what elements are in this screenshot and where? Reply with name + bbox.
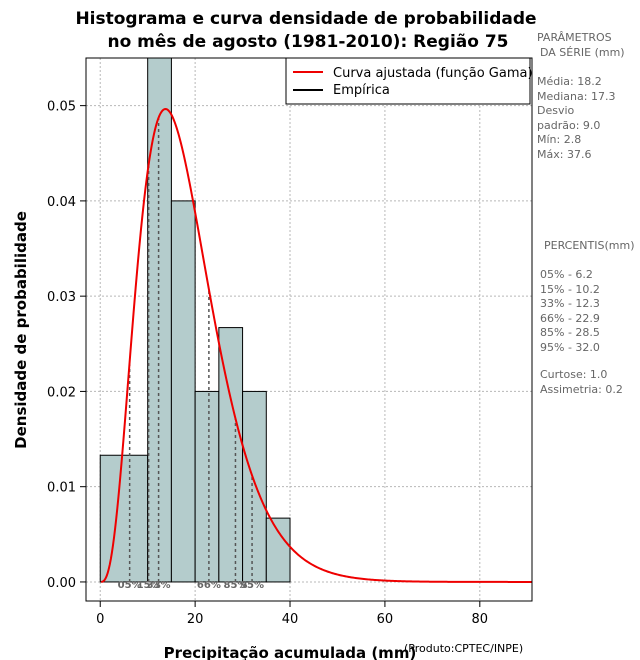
x-tick-label: 80 <box>472 612 489 627</box>
histogram-bar <box>147 58 172 583</box>
param-item: Desvio <box>537 104 575 117</box>
histogram-bar <box>218 327 244 583</box>
side-panel: PARÂMETROS DA SÉRIE (mm) Média: 18.2 Med… <box>537 31 635 396</box>
y-axis-label: Densidade de probabilidade <box>12 211 30 449</box>
gamma-curve <box>101 108 532 583</box>
gamma-curve-layer <box>101 108 532 583</box>
histogram-bar <box>242 390 267 583</box>
histogram-bar <box>265 517 291 583</box>
legend-label-empirical: Empírica <box>333 83 390 98</box>
percentile-label: 05% <box>118 580 142 591</box>
y-tick-label: 0.01 <box>47 481 76 496</box>
legend-label-curve: Curva ajustada (função Gama) <box>333 66 533 81</box>
param-item: Máx: 37.6 <box>537 148 591 161</box>
y-tick-label: 0.02 <box>47 385 76 400</box>
x-tick-label: 60 <box>377 612 394 627</box>
percentil-item: 85% - 28.5 <box>540 326 600 339</box>
x-axis-label: Precipitação acumulada (mm) <box>164 644 417 660</box>
y-tick-label: 0.03 <box>47 290 76 305</box>
percentil-item: 15% - 10.2 <box>540 283 600 296</box>
stat-item: Curtose: 1.0 <box>540 368 607 381</box>
x-tick-label: 20 <box>187 612 204 627</box>
percentile-label: 95% <box>240 580 264 591</box>
percentil-item: 05% - 6.2 <box>540 268 593 281</box>
percentile-label: 33% <box>147 580 171 591</box>
params-header-line2: DA SÉRIE (mm) <box>540 46 625 59</box>
histogram-bar <box>194 390 220 583</box>
histogram-bars <box>99 58 291 583</box>
stat-item: Assimetria: 0.2 <box>540 383 623 396</box>
percentil-item: 66% - 22.9 <box>540 312 600 325</box>
product-note: (Produto:CPTEC/INPE) <box>404 642 523 655</box>
param-item: Mediana: 17.3 <box>537 90 615 103</box>
chart-title-line1: Histograma e curva densidade de probabil… <box>75 9 536 29</box>
x-tick-label: 40 <box>282 612 299 627</box>
percentile-lines <box>128 117 253 582</box>
percentile-label: 15% <box>137 580 161 591</box>
percentile-label: 66% <box>197 580 221 591</box>
percentis-header: PERCENTIS(mm) <box>544 239 635 252</box>
percentil-item: 95% - 32.0 <box>540 341 600 354</box>
histogram-bar <box>170 200 196 583</box>
percentil-item: 33% - 12.3 <box>540 297 600 310</box>
legend-box <box>285 57 531 105</box>
tick-labels: 05%15%33% 66% 85%95% 0 20 40 60 80 0.00 0.01 0.02 0… <box>47 100 488 627</box>
legend: Curva ajustada (função Gama) Empírica <box>285 57 533 105</box>
percentile-label: 85% <box>223 580 247 591</box>
x-tick-label: 0 <box>96 612 104 627</box>
param-item: Média: 18.2 <box>537 75 602 88</box>
param-item: padrão: 9.0 <box>537 119 600 132</box>
y-tick-label: 0.00 <box>47 576 76 591</box>
y-tick-label: 0.04 <box>47 195 76 210</box>
params-header-line1: PARÂMETROS <box>537 31 612 44</box>
histogram-bar <box>99 454 149 583</box>
y-tick-label: 0.05 <box>47 100 76 115</box>
chart-title-line2: no mês de agosto (1981-2010): Região 75 <box>107 32 508 52</box>
param-item: Mín: 2.8 <box>537 133 581 146</box>
